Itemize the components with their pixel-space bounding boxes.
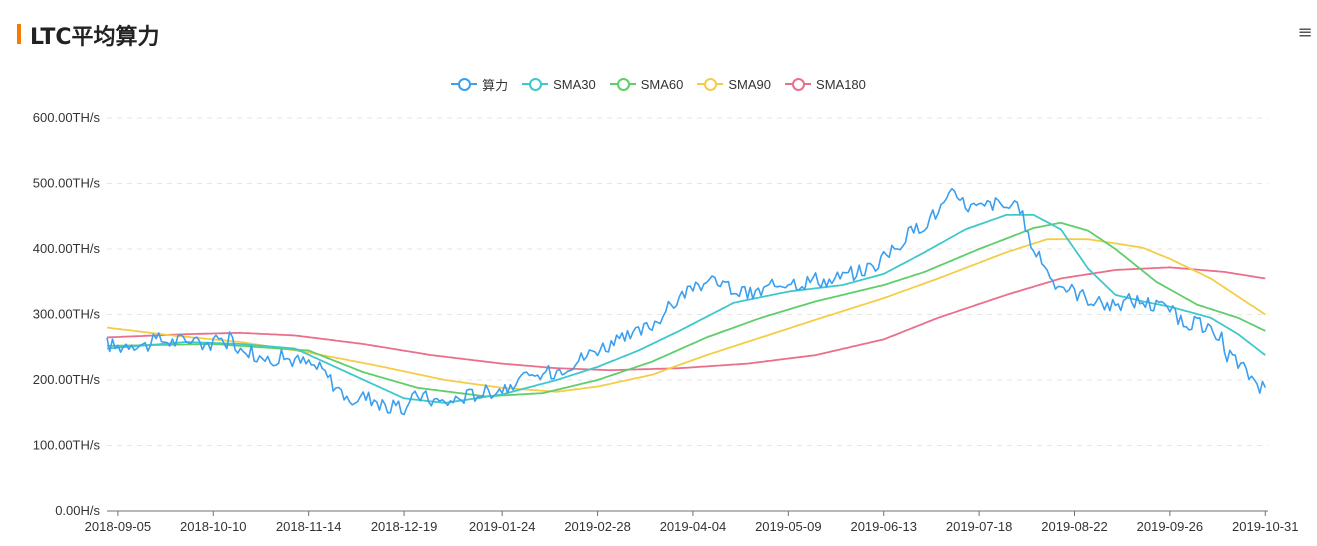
x-tick-label: 2019-01-24 (469, 519, 536, 534)
x-tick-label: 2019-06-13 (850, 519, 917, 534)
y-tick-label: 0.00H/s (55, 503, 100, 518)
y-tick-label: 600.00TH/s (33, 110, 101, 125)
y-tick-label: 300.00TH/s (33, 307, 101, 322)
chart-header: LTC平均算力 ≡ (0, 0, 1317, 70)
legend-item-sma30[interactable]: SMA30 (522, 77, 596, 92)
y-tick-label: 400.00TH/s (33, 241, 101, 256)
series-line-sma30 (106, 214, 1266, 404)
title-accent-bar (17, 24, 21, 44)
legend-label: SMA60 (640, 76, 684, 92)
series-line-sma90 (106, 238, 1266, 393)
legend-label: SMA30 (553, 76, 596, 92)
legend-label: SMA180 (816, 76, 866, 92)
legend-label: 算力 (482, 77, 509, 93)
legend-label: SMA90 (728, 76, 772, 92)
legend-swatch (785, 77, 812, 91)
series-line-hashrate (106, 187, 1267, 416)
y-tick-label: 500.00TH/s (33, 176, 101, 191)
legend-swatch (522, 77, 549, 91)
x-tick-label: 2019-10-31 (1232, 519, 1299, 534)
x-tick-label: 2019-02-28 (564, 519, 631, 534)
legend-marker (529, 78, 543, 91)
x-tick-label: 2019-08-22 (1041, 519, 1108, 534)
y-tick-label: 100.00TH/s (33, 438, 101, 453)
x-tick-label: 2018-10-10 (180, 519, 247, 534)
x-tick-label: 2018-12-19 (371, 519, 438, 534)
legend-marker (616, 78, 630, 91)
x-tick-label: 2019-04-04 (660, 519, 727, 534)
legend-item-sma180[interactable]: SMA180 (785, 77, 866, 92)
page-title: LTC平均算力 (30, 25, 160, 50)
menu-icon[interactable]: ≡ (1297, 22, 1313, 43)
legend-swatch (697, 77, 724, 91)
x-tick-label: 2018-11-14 (276, 519, 342, 534)
legend-item-sma60[interactable]: SMA60 (609, 76, 684, 92)
x-tick-label: 2019-05-09 (755, 519, 822, 534)
chart-legend: 算力 SMA30 SMA60 SMA90 SMA180 (0, 72, 1317, 96)
legend-marker (704, 78, 718, 91)
legend-item-sma90[interactable]: SMA90 (697, 77, 771, 92)
legend-marker (458, 78, 472, 91)
legend-item-hashrate[interactable]: 算力 (451, 75, 508, 94)
x-tick-label: 2019-07-18 (946, 519, 1013, 534)
x-tick-label: 2018-09-05 (85, 519, 152, 534)
x-tick-label: 2019-09-26 (1137, 519, 1204, 534)
series-line-sma180 (106, 266, 1266, 372)
legend-swatch (451, 77, 478, 91)
legend-marker (792, 78, 806, 91)
y-tick-label: 200.00TH/s (33, 372, 101, 387)
legend-swatch (609, 77, 636, 91)
